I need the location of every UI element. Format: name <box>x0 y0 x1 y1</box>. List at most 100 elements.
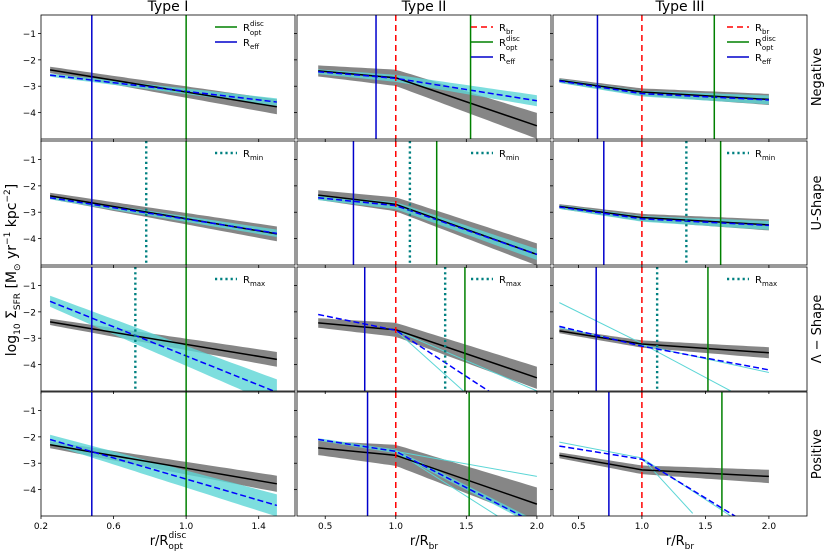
fit-uncertainty-line <box>395 329 465 391</box>
median-profile-line <box>559 79 769 101</box>
panel: −1 −2 −3 −4 Rmax <box>23 266 296 394</box>
y-tick-label: −3 <box>23 83 36 93</box>
fit-uncertainty-line <box>395 450 499 516</box>
y-axis-label: log10 ΣSFR [M⊙ yr−1 kpc−2] <box>3 184 23 356</box>
y-tick-label: −2 <box>23 308 36 318</box>
legend-entry: Rdisc opt <box>243 20 264 37</box>
legend-entry: Rmax <box>499 275 521 288</box>
row-label: Negative <box>810 48 825 106</box>
panel: Rmax <box>294 266 552 394</box>
x-axis-label: r/Rdisc opt <box>150 531 187 552</box>
fit-profile-line <box>49 196 277 235</box>
fit-uncertainty-line <box>559 441 732 516</box>
fit-uncertainty-line <box>395 329 538 391</box>
fit-uncertainty-line <box>641 457 694 514</box>
panel: Rmin <box>550 140 808 268</box>
legend-entry: Rmax <box>755 275 777 288</box>
row-label: Positive <box>810 429 825 479</box>
fit-uncertainty-band <box>50 295 277 391</box>
panel-frame <box>552 391 808 517</box>
y-tick-label: −3 <box>23 335 36 345</box>
y-tick-label: −3 <box>23 209 36 219</box>
y-tick-label: −1 <box>23 407 36 417</box>
fit-uncertainty-line <box>395 450 537 477</box>
legend-entry: Rmin <box>499 149 519 162</box>
fit-profile-line <box>49 438 278 507</box>
x-tick-label: 2.0 <box>530 522 545 532</box>
legend-entry: Rdisc opt <box>755 35 776 52</box>
x-tick-label: 0.5 <box>318 522 332 532</box>
y-tick-label: −4 <box>23 235 37 245</box>
y-tick-label: −2 <box>23 433 36 443</box>
legend-entry: Reff <box>755 53 771 66</box>
fit-profile-line <box>49 74 277 103</box>
panel-frame <box>552 266 808 392</box>
fit-uncertainty-band <box>559 205 769 230</box>
column-title: Type II <box>401 0 447 15</box>
fit-uncertainty-band <box>318 69 537 107</box>
x-tick-label: 1.0 <box>389 522 404 532</box>
y-tick-label: −3 <box>23 460 36 470</box>
y-tick-label: −2 <box>23 182 36 192</box>
panel-frame <box>40 140 296 266</box>
legend-entry: Rmin <box>243 149 263 162</box>
legend-entry: Reff <box>499 53 515 66</box>
panel: Rmin <box>294 140 552 268</box>
x-tick-label: 1.0 <box>179 522 194 532</box>
panel-frame <box>296 140 552 266</box>
x-tick-label: 1.4 <box>252 522 267 532</box>
y-tick-label: −4 <box>23 361 37 371</box>
row-label: U-Shape <box>810 176 825 231</box>
fit-profile-line <box>318 438 524 516</box>
legend-entry: Rbr <box>755 23 769 36</box>
fit-profile-line <box>559 325 770 371</box>
x-tick-label: 2.0 <box>762 522 777 532</box>
legend-entry: Rmax <box>243 275 265 288</box>
x-tick-label: 0.5 <box>571 522 585 532</box>
median-profile-line <box>559 330 769 354</box>
legend-entry: Reff <box>243 38 259 51</box>
y-tick-label: −1 <box>23 282 36 292</box>
fit-profile-line <box>559 206 769 227</box>
x-tick-label: 1.5 <box>459 522 473 532</box>
panel: −1 −2 −3 −4 Rmin <box>23 140 296 268</box>
median-profile-line <box>49 444 277 485</box>
x-tick-label: 0.6 <box>106 522 121 532</box>
y-tick-label: −2 <box>23 56 36 66</box>
column-title: Type I <box>147 0 189 15</box>
panel-frame <box>296 14 552 140</box>
profile-uncertainty-band <box>559 452 769 484</box>
x-tick-label: 1.0 <box>635 522 650 532</box>
median-profile-line <box>49 321 277 361</box>
y-tick-label: −4 <box>23 486 37 496</box>
row-label: Λ − Shape <box>810 295 825 364</box>
panel-frame <box>296 266 552 392</box>
profile-uncertainty-band <box>318 318 537 389</box>
panel-frame <box>552 140 808 266</box>
x-tick-label: 0.2 <box>34 522 48 532</box>
fit-profile-line <box>559 445 737 516</box>
panel: −1 −2 −3 −4 0.2 0.6 1.0 1.4 <box>23 391 296 532</box>
fit-profile-line <box>49 300 276 391</box>
panel-frame <box>40 391 296 517</box>
panel: 0.5 1.0 1.5 2.0 <box>550 391 808 532</box>
panel-frame <box>296 391 552 517</box>
x-tick-label: 1.5 <box>698 522 712 532</box>
x-axis-label: r/Rbr <box>666 534 694 552</box>
panel: Rmax <box>550 266 808 394</box>
legend-entry: Rdisc opt <box>499 35 520 52</box>
panel: 0.5 1.0 1.5 2.0 <box>294 391 552 532</box>
y-tick-label: −4 <box>23 109 37 119</box>
legend-entry: Rmin <box>755 149 775 162</box>
panel-frame <box>552 14 808 140</box>
fit-uncertainty-band <box>318 195 537 260</box>
median-profile-line <box>559 205 769 226</box>
y-tick-label: −1 <box>23 30 36 40</box>
legend-entry: Rbr <box>499 23 513 36</box>
panel-frame <box>40 266 296 392</box>
y-tick-label: −1 <box>23 156 36 166</box>
